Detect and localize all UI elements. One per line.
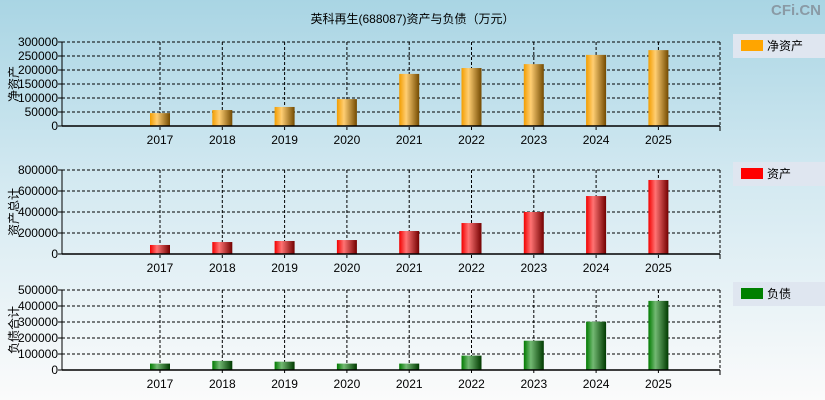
y-tick-label: 400000 — [18, 205, 58, 219]
chart-title: 英科再生(688087)资产与负债（万元） — [310, 12, 515, 26]
y-tick-label: 200000 — [18, 226, 58, 240]
x-tick-label: 2023 — [520, 261, 547, 275]
y-tick-label: 800000 — [18, 163, 58, 177]
legend: 负债 — [733, 282, 825, 306]
bar-2024 — [586, 196, 607, 254]
y-tick-label: 200000 — [18, 331, 58, 345]
x-tick-label: 2023 — [520, 133, 547, 147]
y-tick-label: 50000 — [25, 105, 59, 119]
y-tick-label: 0 — [51, 119, 58, 133]
x-tick-label: 2018 — [209, 377, 236, 391]
bar-2022 — [461, 355, 482, 370]
y-tick-label: 250000 — [18, 49, 58, 63]
bar-2021 — [399, 231, 420, 254]
y-tick-label: 400000 — [18, 299, 58, 313]
bar-2025 — [648, 179, 669, 254]
panel-3: 0 100000 200000 300000 400000 500000 2017 2018 2… — [6, 282, 825, 391]
y-axis-label: 净资产 — [7, 66, 21, 102]
y-tick-label: 0 — [51, 363, 58, 377]
x-tick-label: 2025 — [645, 377, 672, 391]
legend-label: 负债 — [767, 287, 791, 301]
y-axis-label: 资产总计 — [7, 188, 21, 236]
legend-label: 净资产 — [767, 39, 803, 53]
x-tick-label: 2021 — [396, 261, 423, 275]
x-tick-label: 2018 — [209, 133, 236, 147]
bar-2018 — [212, 242, 233, 254]
legend: 净资产 — [733, 34, 825, 58]
y-tick-label: 100000 — [18, 91, 58, 105]
legend-swatch — [741, 288, 763, 299]
x-tick-label: 2019 — [271, 261, 298, 275]
y-tick-label: 600000 — [18, 184, 58, 198]
bar-2024 — [586, 54, 607, 126]
y-tick-label: 300000 — [18, 315, 58, 329]
y-tick-label: 200000 — [18, 63, 58, 77]
bar-2022 — [461, 223, 482, 254]
y-tick-label: 300000 — [18, 35, 58, 49]
y-tick-label: 100000 — [18, 347, 58, 361]
x-tick-label: 2022 — [458, 133, 485, 147]
legend-swatch — [741, 168, 763, 179]
bar-2019 — [274, 361, 295, 370]
bar-2017 — [150, 363, 170, 370]
y-axis-label: 负债合计 — [6, 306, 21, 354]
x-tick-label: 2019 — [271, 377, 298, 391]
bar-2024 — [586, 321, 607, 370]
legend-label: 资产 — [767, 167, 791, 181]
legend-swatch — [741, 40, 763, 51]
bar-2021 — [399, 363, 420, 370]
x-tick-label: 2020 — [334, 261, 361, 275]
x-tick-label: 2018 — [209, 261, 236, 275]
bar-2020 — [336, 240, 357, 254]
y-tick-label: 500000 — [18, 283, 58, 297]
bar-2018 — [212, 360, 233, 370]
x-tick-label: 2023 — [520, 377, 547, 391]
x-tick-label: 2017 — [147, 133, 174, 147]
bar-2021 — [399, 73, 420, 126]
bar-2022 — [461, 68, 482, 126]
x-tick-label: 2022 — [458, 377, 485, 391]
x-tick-label: 2025 — [645, 133, 672, 147]
y-tick-label: 150000 — [18, 77, 58, 91]
bar-2023 — [523, 64, 544, 126]
bar-2025 — [648, 300, 669, 370]
x-tick-label: 2017 — [147, 261, 174, 275]
x-tick-label: 2024 — [583, 377, 610, 391]
bar-2023 — [523, 212, 544, 254]
x-tick-label: 2021 — [396, 133, 423, 147]
bar-2025 — [648, 50, 669, 127]
x-tick-label: 2024 — [583, 261, 610, 275]
bar-2020 — [336, 99, 357, 126]
x-tick-label: 2025 — [645, 261, 672, 275]
x-tick-label: 2022 — [458, 261, 485, 275]
x-tick-label: 2024 — [583, 133, 610, 147]
x-tick-label: 2017 — [147, 377, 174, 391]
bar-2017 — [150, 113, 170, 126]
bar-2019 — [274, 106, 295, 126]
bar-2023 — [523, 340, 544, 370]
bar-2020 — [336, 363, 357, 370]
x-tick-label: 2020 — [334, 377, 361, 391]
x-tick-label: 2019 — [271, 133, 298, 147]
bar-2019 — [274, 240, 295, 254]
legend: 资产 — [733, 162, 825, 186]
y-tick-label: 0 — [51, 247, 58, 261]
bar-2017 — [150, 244, 170, 254]
x-tick-label: 2021 — [396, 377, 423, 391]
panel-2: 0 200000 400000 600000 800000 2017 2018 2019 202… — [7, 162, 825, 275]
x-tick-label: 2020 — [334, 133, 361, 147]
cfi-logo: CFi.CN — [771, 2, 821, 19]
bar-2018 — [212, 110, 233, 126]
